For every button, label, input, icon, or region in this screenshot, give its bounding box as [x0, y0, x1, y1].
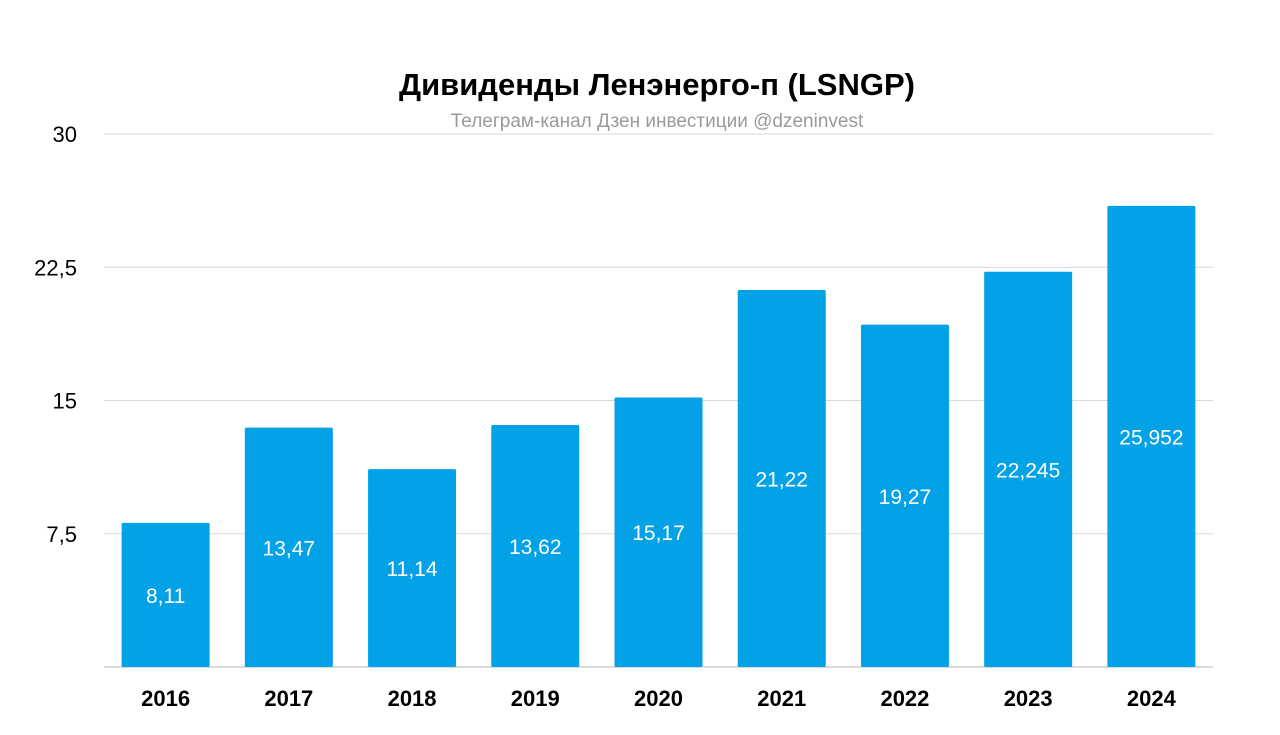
bar-2021	[737, 289, 826, 667]
data-labels: 8,11 13,47 11,14 13,62 15,17 21,22 19,27 22,245…	[146, 426, 1184, 607]
bar-2017	[244, 427, 333, 667]
y-tick-label: 15	[53, 389, 77, 414]
chart-subtitle: Телеграм-канал Дзен инвестиции @dzeninve…	[451, 111, 864, 132]
data-label-2018: 11,14	[387, 558, 438, 581]
x-tick-label-2018: 2018	[388, 686, 437, 711]
x-tick-label-2017: 2017	[264, 686, 313, 711]
x-tick-label-2022: 2022	[880, 686, 929, 711]
data-label-2016: 8,11	[146, 585, 185, 608]
y-tick-label: 7,5	[46, 522, 77, 547]
x-tick-label-2016: 2016	[141, 686, 190, 711]
y-tick-label: 30	[53, 122, 77, 147]
x-tick-label-2019: 2019	[511, 686, 560, 711]
data-label-2022: 19,27	[879, 486, 932, 509]
chart-title: Дивиденды Ленэнерго-п (LSNGP)	[399, 67, 915, 102]
bar-2016	[121, 522, 210, 667]
x-tick-label-2020: 2020	[634, 686, 683, 711]
data-label-2023: 22,245	[996, 459, 1060, 482]
data-label-2019: 13,62	[509, 536, 562, 559]
bar-2019	[491, 425, 580, 667]
x-tick-label-2023: 2023	[1004, 686, 1053, 711]
bar-2018	[368, 469, 457, 667]
bar-2022	[860, 324, 949, 667]
x-tick-label-2024: 2024	[1127, 686, 1177, 711]
data-label-2024: 25,952	[1119, 426, 1183, 449]
x-axis-ticks: 2016 2017 2018 2019 2020 2021 2022 2023 2024	[141, 686, 1176, 711]
data-label-2020: 15,17	[632, 522, 685, 545]
y-tick-label: 22,5	[34, 255, 77, 280]
x-tick-label-2021: 2021	[757, 686, 806, 711]
data-label-2017: 13,47	[263, 537, 316, 560]
bar-2023	[984, 271, 1073, 667]
bar-2020	[614, 397, 703, 667]
data-label-2021: 21,22	[755, 468, 808, 491]
bars	[121, 205, 1196, 667]
bar-2024	[1107, 205, 1196, 667]
y-axis-ticks: 7,5 15 22,5 30	[34, 122, 77, 547]
